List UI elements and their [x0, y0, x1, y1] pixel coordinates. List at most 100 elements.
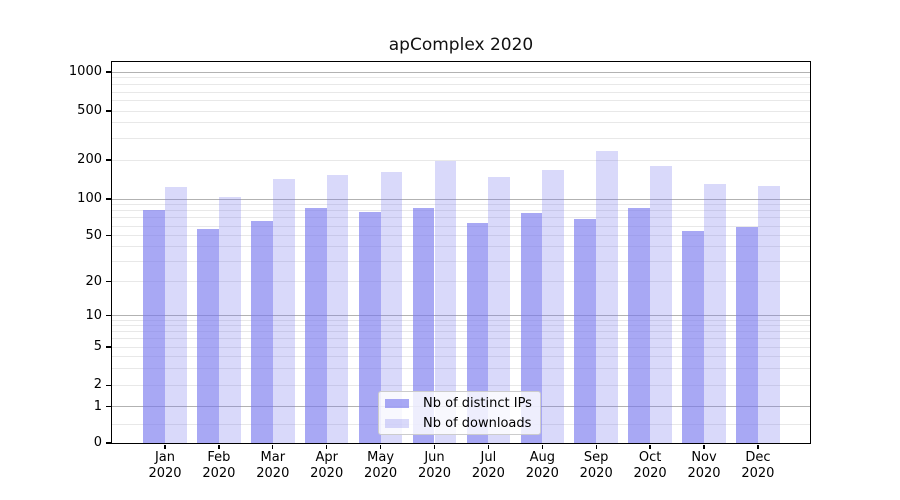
y-tick-mark-1 [106, 405, 111, 408]
x-tick-mark-sep [595, 444, 597, 449]
bar-downloads-jan [165, 187, 187, 443]
x-tick-label-aug: Aug 2020 [525, 450, 559, 481]
bar-ips-jan [143, 210, 165, 443]
bar-ips-may [358, 212, 381, 443]
bar-downloads-dec [757, 186, 780, 443]
bar-ips-nov [682, 230, 704, 443]
gridline-10 [112, 315, 810, 317]
x-tick-label-feb: Feb 2020 [202, 450, 236, 481]
chart-title: apComplex 2020 [388, 35, 534, 55]
gridline-60 [112, 225, 810, 227]
gridline-2 [112, 384, 810, 386]
gridline-200 [112, 159, 810, 161]
legend-swatch-distinct-ips [385, 398, 409, 408]
gridline-1000 [112, 71, 810, 73]
gridline-700 [112, 91, 810, 93]
x-tick-label-jun: Jun 2020 [417, 450, 452, 481]
y-tick-mark-100 [106, 198, 111, 200]
bar-ips-aug [520, 212, 543, 443]
legend-swatch-downloads [385, 418, 409, 428]
gridline-50 [112, 235, 810, 237]
y-tick-label-5: 5 [93, 339, 102, 354]
y-tick-mark-500 [106, 110, 111, 112]
x-tick-label-nov: Nov 2020 [687, 450, 721, 481]
gridline-4 [112, 355, 810, 357]
x-tick-mark-feb [218, 444, 220, 449]
gridline-8 [112, 325, 810, 327]
legend-item-distinct-ips: Nb of distinct IPs [385, 394, 534, 412]
x-tick-mark-jan [164, 444, 166, 449]
x-tick-label-sep: Sep 2020 [579, 450, 613, 481]
x-tick-label-mar: Mar 2020 [256, 450, 290, 481]
y-tick-mark-50 [106, 235, 111, 237]
bar-downloads-nov [704, 183, 726, 443]
y-tick-label-50: 50 [85, 227, 102, 243]
bar-ips-dec [736, 226, 758, 443]
gridline-7 [112, 331, 810, 333]
bar-ips-mar [251, 221, 273, 443]
bar-downloads-jun [434, 161, 457, 443]
gridline-5 [112, 346, 810, 348]
gridline-600 [112, 100, 810, 102]
x-tick-label-may: May 2020 [364, 450, 398, 481]
gridline-20 [112, 281, 810, 283]
gridline-6 [112, 338, 810, 340]
gridline-900 [112, 77, 810, 79]
bar-downloads-aug [542, 169, 565, 443]
x-tick-mark-aug [541, 444, 543, 449]
bar-ips-jul [466, 223, 489, 443]
y-tick-label-200: 200 [77, 152, 102, 167]
x-tick-label-dec: Dec 2020 [741, 450, 775, 481]
bar-downloads-mar [272, 179, 295, 443]
bar-ips-apr [304, 208, 327, 443]
x-tick-mark-dec [757, 444, 759, 449]
x-tick-mark-jul [487, 444, 490, 449]
gridline-100 [112, 198, 810, 200]
gridline-30 [112, 260, 810, 262]
gridline-300 [112, 137, 810, 139]
x-tick-label-jul: Jul 2020 [471, 450, 505, 481]
y-tick-mark-1000 [106, 71, 111, 73]
y-tick-mark-10 [106, 315, 111, 317]
y-tick-label-0: 0 [93, 435, 102, 450]
x-tick-mark-mar [272, 444, 274, 449]
y-tick-label-20: 20 [85, 273, 102, 289]
gridline-80 [112, 210, 810, 212]
bar-downloads-feb [218, 197, 241, 443]
x-tick-mark-oct [649, 444, 651, 449]
x-tick-mark-may [379, 444, 382, 449]
bar-downloads-sep [596, 151, 618, 443]
gridline-90 [112, 204, 810, 206]
gridline-800 [112, 84, 810, 86]
x-tick-label-apr: Apr 2020 [310, 450, 344, 481]
x-tick-mark-apr [326, 444, 328, 449]
gridline-400 [112, 122, 810, 124]
x-tick-mark-nov [703, 444, 705, 449]
y-tick-label-1000: 1000 [68, 64, 102, 79]
x-tick-label-jan: Jan 2020 [148, 450, 182, 481]
gridline-40 [112, 246, 810, 248]
y-tick-mark-2 [106, 384, 111, 386]
gridline-500 [112, 110, 810, 112]
y-tick-label-10: 10 [85, 307, 102, 323]
x-tick-mark-jun [433, 444, 436, 449]
y-tick-mark-200 [106, 159, 111, 161]
plot-area: Nb of distinct IPs Nb of downloads [111, 61, 811, 444]
y-tick-mark-20 [106, 281, 111, 283]
bar-ips-sep [574, 218, 597, 443]
bar-ips-oct [628, 208, 651, 443]
legend-label-downloads: Nb of downloads [423, 415, 532, 431]
y-tick-label-500: 500 [77, 103, 102, 118]
bar-downloads-oct [650, 165, 672, 443]
y-tick-label-2: 2 [93, 377, 102, 393]
gridline-3 [112, 367, 810, 369]
bar-downloads-may [380, 172, 403, 443]
bar-ips-feb [197, 228, 219, 443]
gridline-70 [112, 217, 810, 219]
y-tick-label-1: 1 [93, 398, 102, 414]
bar-ips-jun [412, 207, 435, 443]
y-tick-label-100: 100 [77, 191, 102, 206]
bar-downloads-jul [488, 176, 511, 443]
bar-downloads-apr [326, 175, 349, 443]
legend: Nb of distinct IPs Nb of downloads [378, 391, 541, 435]
